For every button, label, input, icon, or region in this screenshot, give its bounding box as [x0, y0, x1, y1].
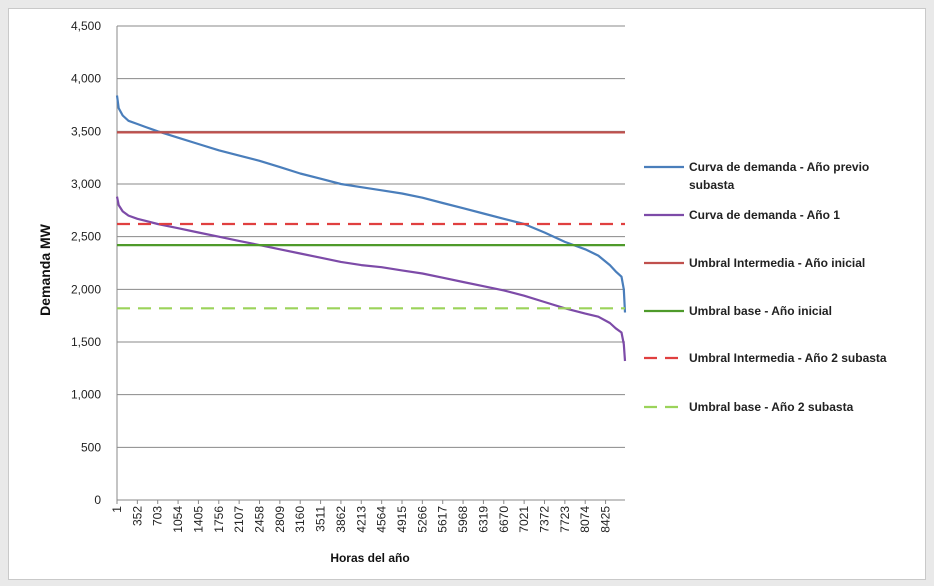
- x-tick-label: 4564: [375, 506, 389, 533]
- x-tick-label: 7372: [537, 506, 551, 533]
- legend-label: Umbral base - Año 2 subasta: [689, 400, 854, 414]
- y-tick-label: 1,000: [71, 388, 101, 402]
- legend-label: Umbral base - Año inicial: [689, 304, 832, 318]
- x-tick-label: 6319: [476, 506, 490, 533]
- x-tick-label: 5968: [456, 506, 470, 533]
- x-tick-label: 1405: [191, 506, 205, 533]
- legend: Curva de demanda - Año previo subasta Curv…: [644, 160, 887, 414]
- x-tick-label: 703: [151, 506, 165, 526]
- x-tick-label: 2107: [232, 506, 246, 533]
- x-tick-label: 1: [110, 506, 124, 513]
- y-tick-label: 2,500: [71, 230, 101, 244]
- x-tick-label: 4213: [354, 506, 368, 533]
- legend-label: Umbral Intermedia - Año inicial: [689, 256, 865, 270]
- x-tick-label: 8425: [599, 506, 613, 533]
- y-tick-label: 4,500: [71, 19, 101, 33]
- y-tick-label: 3,000: [71, 177, 101, 191]
- gridlines: [116, 25, 625, 501]
- series-line-2: [115, 196, 627, 362]
- x-tick-label: 3160: [293, 506, 307, 533]
- y-tick-label: 3,500: [71, 124, 101, 138]
- y-tick-label: 500: [81, 440, 101, 454]
- x-tick-label: 1756: [212, 506, 226, 533]
- chart-frame: [8, 8, 926, 580]
- x-tick-label: 7021: [517, 506, 531, 533]
- x-tick-label: 7723: [558, 506, 572, 533]
- x-tick-label: 2458: [252, 506, 266, 533]
- x-tick-label: 6670: [497, 506, 511, 533]
- x-tick-label: 3862: [334, 506, 348, 533]
- series-line-1: [115, 95, 627, 313]
- y-tick-label: 4,000: [71, 72, 101, 86]
- y-tick-label: 0: [94, 493, 101, 507]
- x-tick-labels: 1 352 703 1054 1405 1756 2107 2458 2809 3160 3511 3…: [110, 500, 613, 533]
- x-axis-title: Horas del año: [330, 551, 409, 565]
- x-tick-label: 5266: [415, 506, 429, 533]
- x-tick-label: 2809: [273, 506, 287, 533]
- x-tick-label: 1054: [171, 506, 185, 533]
- y-axis-title: Demanda MW: [37, 223, 53, 316]
- x-tick-label: 8074: [578, 506, 592, 533]
- y-tick-label: 1,500: [71, 335, 101, 349]
- legend-label-continued: subasta: [689, 178, 735, 192]
- x-tick-label: 352: [130, 506, 144, 526]
- y-tick-label: 2,000: [71, 282, 101, 296]
- series-lines: [115, 95, 627, 362]
- y-tick-labels: 0 500 1,000 1,500 2,000 2,500 3,000 3,500 4,000 4…: [71, 19, 101, 507]
- legend-label: Umbral Intermedia - Año 2 subasta: [689, 351, 887, 365]
- legend-label: Curva de demanda - Año 1: [689, 208, 840, 222]
- x-tick-label: 3511: [314, 506, 328, 532]
- legend-label: Curva de demanda - Año previo: [689, 160, 869, 174]
- x-tick-label: 5617: [436, 506, 450, 533]
- x-tick-label: 4915: [395, 506, 409, 533]
